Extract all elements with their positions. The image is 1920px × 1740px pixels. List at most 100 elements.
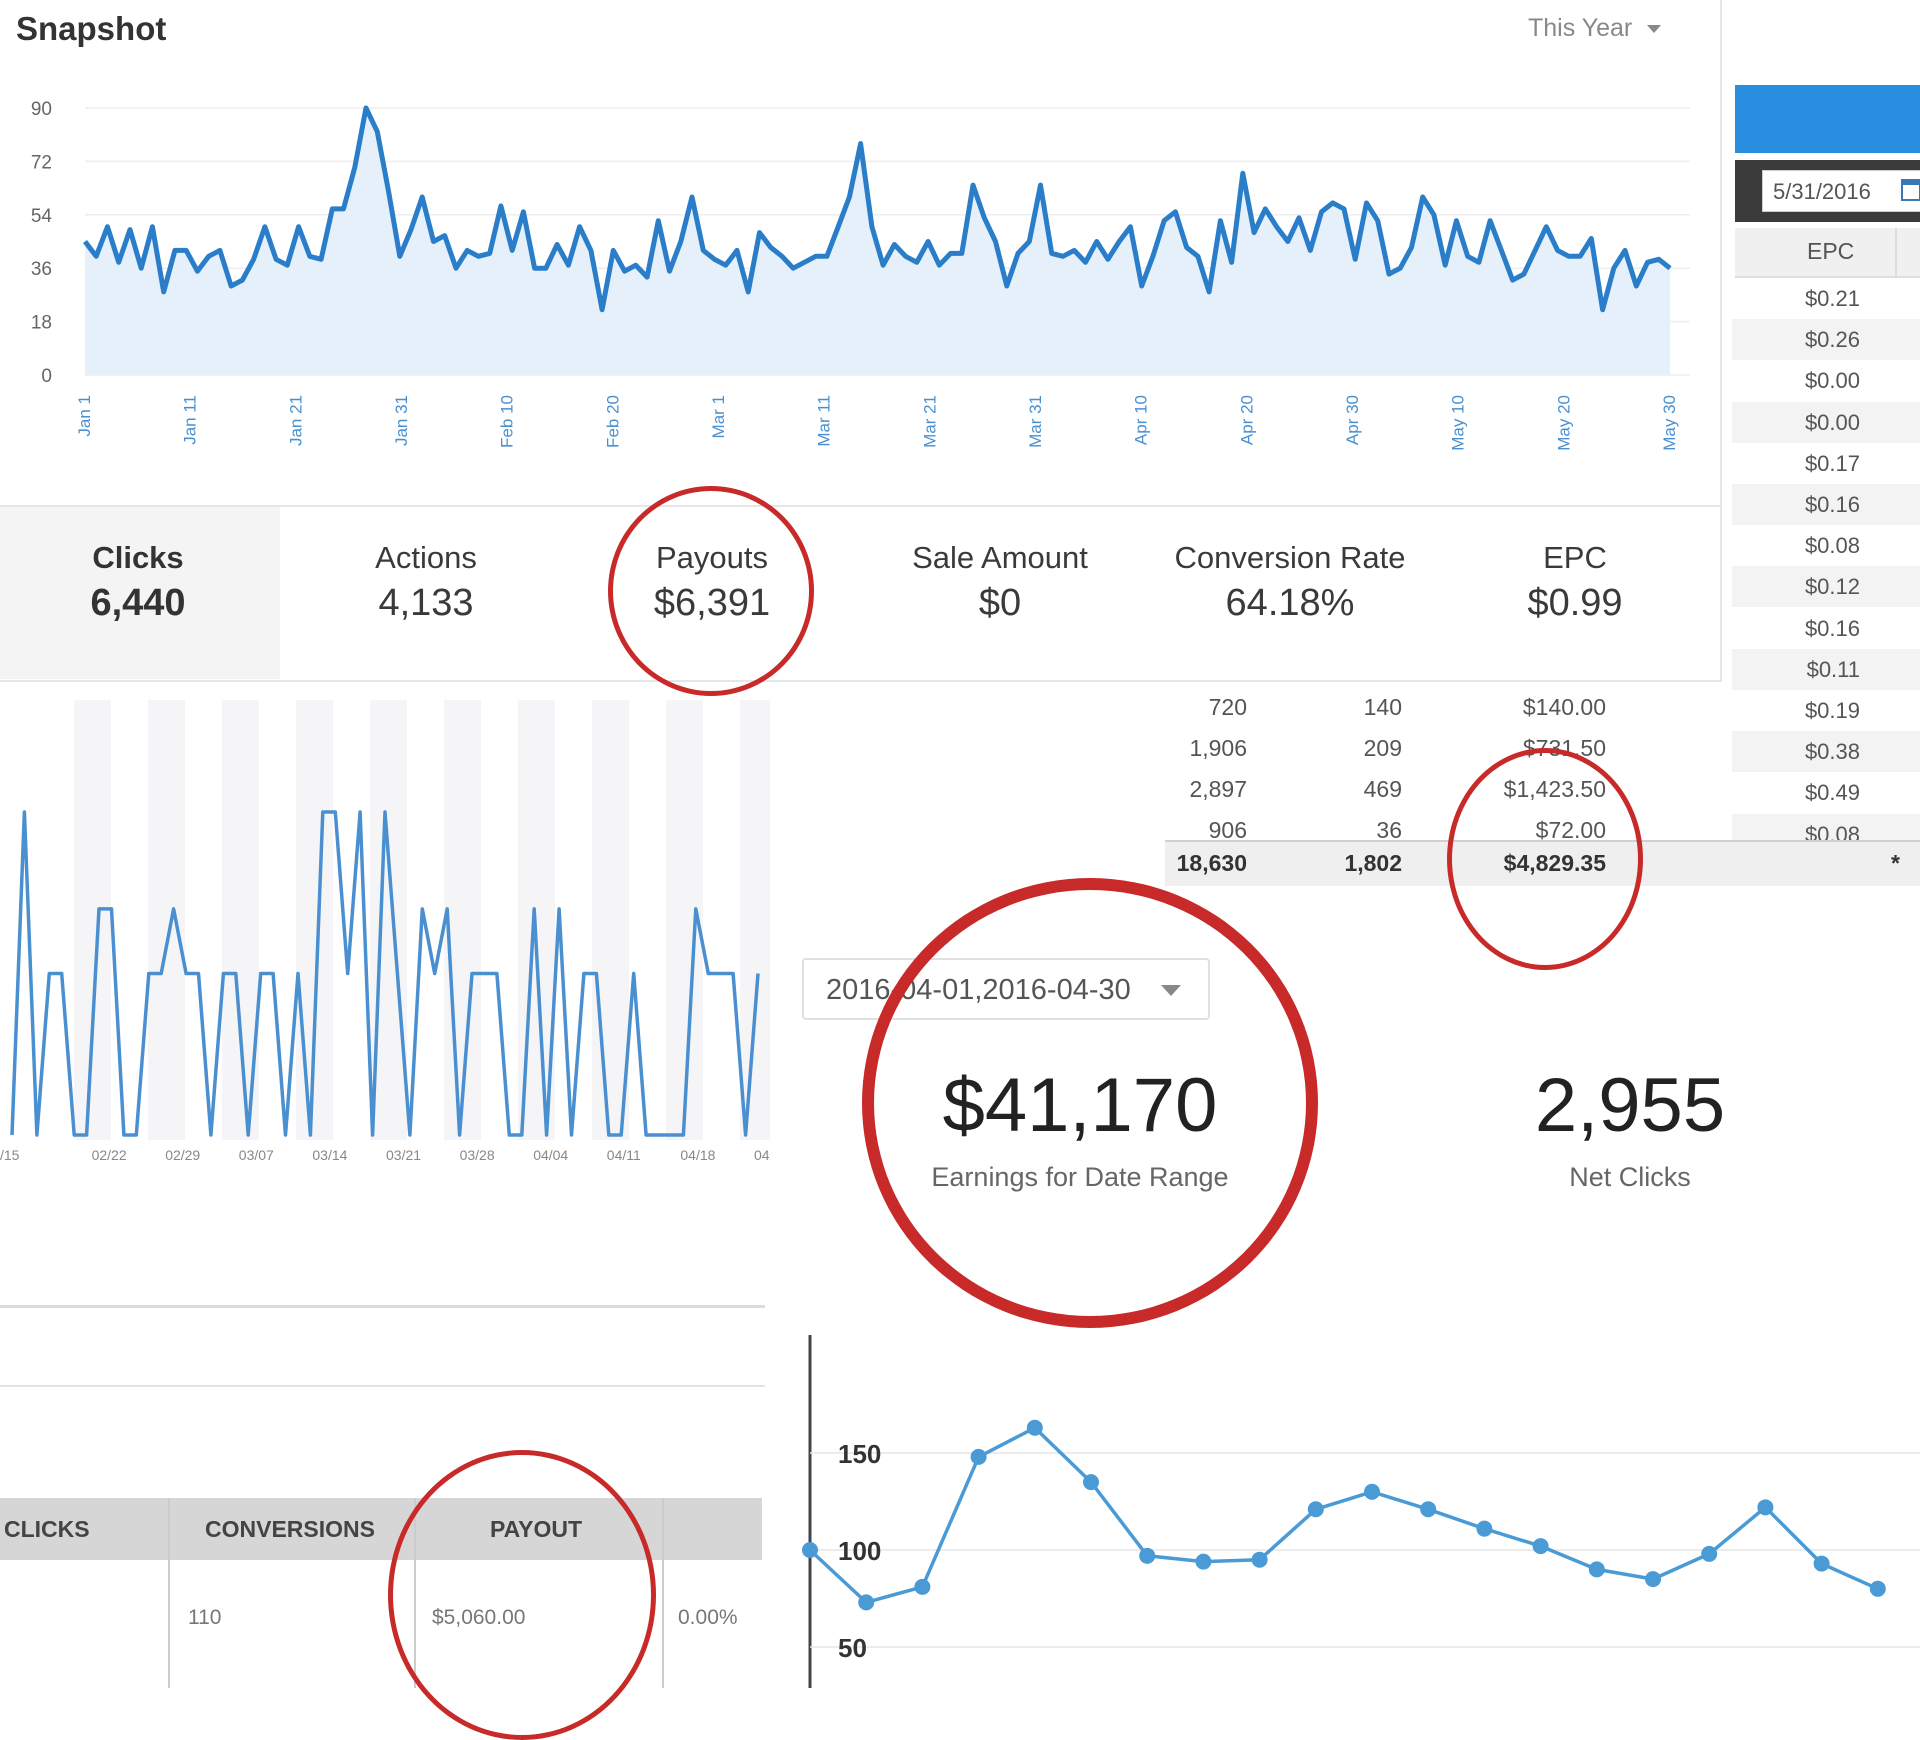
y-tick-label: 100 <box>838 1536 881 1566</box>
highlight-circle <box>1447 748 1643 970</box>
y-tick-label: 36 <box>31 259 52 280</box>
data-point <box>1757 1499 1774 1516</box>
epc-cell: $0.16 <box>1732 607 1920 649</box>
highlight-circle <box>388 1450 656 1740</box>
epc-cell: $0.11 <box>1732 648 1920 690</box>
x-tick-label: Mar 31 <box>1026 395 1045 448</box>
header-clicks: CLICKS <box>4 1516 90 1542</box>
epc-cell: $0.00 <box>1732 401 1920 443</box>
column-band <box>74 700 111 1140</box>
stat-actions[interactable]: Actions 4,133 <box>296 540 556 625</box>
data-point <box>1364 1483 1380 1500</box>
x-tick-label: 02/29 <box>165 1147 200 1163</box>
stat-label: Sale Amount <box>912 540 1088 575</box>
divider-line <box>0 1385 765 1387</box>
x-tick-label: Mar 1 <box>709 395 728 438</box>
data-point <box>1139 1547 1156 1564</box>
stat-conversion-rate[interactable]: Conversion Rate 64.18% <box>1150 540 1430 625</box>
epc-cell: $0.26 <box>1732 319 1920 361</box>
epc-cell: $0.12 <box>1732 566 1920 608</box>
range-dropdown[interactable]: This Year <box>1528 14 1662 43</box>
chevron-down-icon <box>1647 25 1662 34</box>
net-clicks-value: 2,955 <box>1534 1063 1726 1148</box>
table-cell: 720 <box>1208 694 1247 720</box>
date-input-value: 5/31/2016 <box>1773 179 1871 204</box>
column-divider <box>662 1498 664 1688</box>
range-dropdown-label: This Year <box>1528 14 1633 42</box>
epc-cell: $0.08 <box>1732 525 1920 567</box>
data-point <box>1026 1419 1043 1436</box>
x-tick-label: Jan 21 <box>286 395 305 446</box>
series-line <box>808 1426 1879 1605</box>
date-input[interactable]: 5/31/2016 <box>1762 170 1920 212</box>
bottom-line-chart: 150 100 50 <box>802 1335 1920 1688</box>
right-header-bar <box>1735 85 1920 153</box>
data-point <box>1869 1580 1886 1597</box>
y-tick-label: 150 <box>838 1439 881 1469</box>
data-point <box>802 1542 818 1558</box>
epc-cell: $0.49 <box>1732 772 1920 814</box>
x-tick-label: 03/14 <box>312 1147 347 1163</box>
data-point <box>1195 1553 1212 1570</box>
column-band <box>444 700 481 1140</box>
y-tick-label: 0 <box>41 366 52 387</box>
stat-label: Actions <box>375 540 477 575</box>
stat-clicks-bg <box>0 507 280 679</box>
y-tick-label: 50 <box>838 1633 867 1663</box>
y-tick-label: 90 <box>31 99 52 120</box>
data-point <box>1476 1520 1493 1537</box>
stat-sale-amount[interactable]: Sale Amount $0 <box>870 540 1130 625</box>
column-band <box>592 700 629 1140</box>
snapshot-chart: 90 72 54 36 18 0 Jan 1 Jan 11 Jan 21 Jan 31 Feb 10… <box>31 99 1690 451</box>
x-tick-label: May 10 <box>1449 395 1468 451</box>
calendar-icon <box>1901 179 1920 201</box>
header-conversions: CONVERSIONS <box>205 1516 375 1542</box>
x-tick-label: May 30 <box>1660 395 1679 451</box>
stat-value: 4,133 <box>378 582 474 624</box>
x-tick-label: Mar 11 <box>815 395 834 447</box>
x-tick-label: Feb 20 <box>603 395 622 448</box>
x-tick-label: 04/04 <box>533 1147 568 1163</box>
stat-clicks[interactable]: Clicks 6,440 <box>0 540 276 625</box>
data-point <box>1645 1571 1661 1588</box>
data-point <box>1307 1501 1324 1518</box>
divider-line <box>0 1305 765 1308</box>
series-line <box>10 810 760 1137</box>
stat-value: 6,440 <box>90 582 186 624</box>
column-band <box>740 700 770 1140</box>
data-point <box>1532 1538 1549 1555</box>
total-epc: * <box>1891 850 1900 876</box>
epc-cell: $0.17 <box>1732 442 1920 484</box>
stat-label: Clicks <box>92 540 184 575</box>
data-point <box>1083 1474 1099 1491</box>
x-tick-label: 04/18 <box>680 1147 715 1163</box>
table-cell: 1,906 <box>1189 735 1247 761</box>
epc-cell: $0.38 <box>1732 731 1920 773</box>
highlight-circle <box>862 878 1318 1328</box>
x-tick-label: 03/21 <box>386 1147 421 1163</box>
table-cell: 36 <box>1376 817 1402 843</box>
column-divider <box>1895 228 1897 276</box>
x-tick-label: 03/28 <box>460 1147 495 1163</box>
x-tick-label: Jan 31 <box>392 395 411 446</box>
x-tick-label: Apr 20 <box>1237 395 1256 445</box>
data-point <box>858 1594 875 1611</box>
x-tick-label: /15 <box>0 1147 20 1163</box>
column-band <box>296 700 333 1140</box>
x-tick-label: 02/22 <box>92 1147 127 1163</box>
x-tick-label: Apr 30 <box>1343 395 1362 445</box>
table-cell: 209 <box>1363 735 1402 761</box>
stat-label: Conversion Rate <box>1174 540 1406 575</box>
data-point <box>1588 1561 1605 1578</box>
data-point <box>970 1448 987 1465</box>
clicks-line-chart: /15 02/22 02/29 03/07 03/14 03/21 03/28 04/04 04… <box>0 700 770 1163</box>
data-point <box>1420 1501 1437 1518</box>
epc-cell: $0.16 <box>1732 484 1920 525</box>
stat-value: $0.99 <box>1527 582 1623 624</box>
table-cell: 140 <box>1363 694 1402 720</box>
data-point <box>1251 1551 1268 1568</box>
snapshot-panel: Snapshot This Year 90 72 54 36 18 0 Jan 1 Jan 1… <box>0 0 1722 682</box>
highlight-circle <box>608 486 814 696</box>
stat-epc[interactable]: EPC $0.99 <box>1445 540 1705 625</box>
data-point <box>1813 1555 1830 1572</box>
